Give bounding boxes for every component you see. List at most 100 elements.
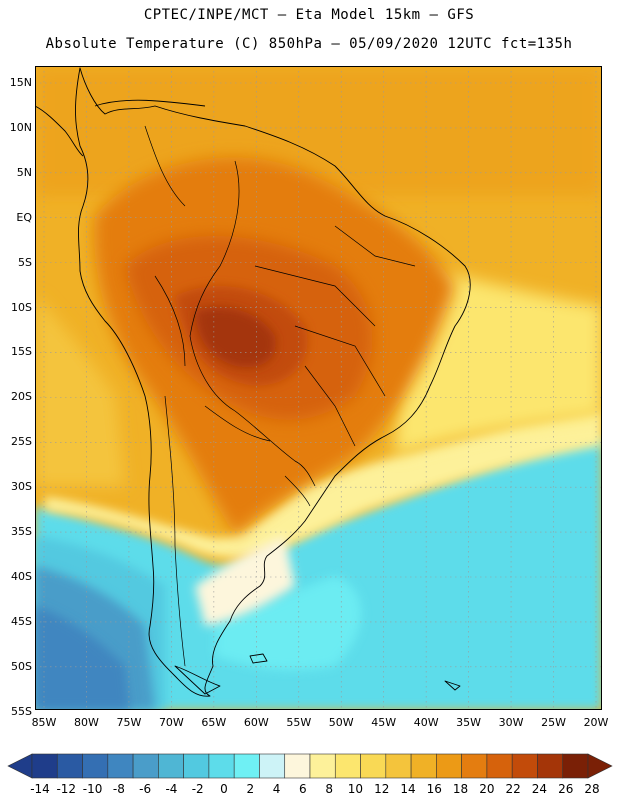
longitude-label: 50W [328, 716, 354, 729]
colorbar-label: 10 [347, 782, 364, 796]
colorbar-swatch [132, 753, 159, 779]
colorbar-swatch [334, 753, 361, 779]
border-brazil-states-2 [294, 325, 386, 397]
longitude-label: 75W [116, 716, 142, 729]
longitude-label: 60W [243, 716, 269, 729]
colorbar-label: -8 [112, 782, 125, 796]
latitude-label: 5S [18, 255, 32, 269]
colorbar-label: 20 [479, 782, 495, 796]
temperature-map [35, 66, 602, 710]
colorbar-swatch [511, 753, 538, 779]
temperature-field-cream [195, 536, 295, 626]
temperature-field-cyan [35, 436, 602, 710]
colorbar-swatch [410, 753, 437, 779]
colorbar-label: -10 [82, 782, 103, 796]
central-america-coastline [35, 105, 84, 157]
longitude-label: 35W [456, 716, 482, 729]
tierra-del-fuego [174, 665, 221, 695]
latitude-label: 25S [11, 435, 32, 449]
longitude-label: 45W [371, 716, 397, 729]
temperature-map-svg [35, 66, 602, 710]
colorbar-swatch [385, 753, 412, 779]
colorbar-label: 24 [531, 782, 548, 796]
colorbar-label: 28 [584, 782, 600, 796]
latitude-label: 20S [11, 390, 32, 404]
latitude-label: 5N [16, 165, 32, 179]
coastlines [35, 67, 471, 697]
border-brazil-states-4 [304, 365, 356, 447]
colorbar-swatch [107, 753, 134, 779]
latitude-label: 15S [11, 345, 32, 359]
country-borders [144, 125, 416, 667]
colorbar-swatch [360, 753, 387, 779]
latitude-label: 35S [11, 525, 32, 539]
colorbar-label: 14 [400, 782, 416, 796]
colorbar-min-arrow [7, 753, 33, 779]
colorbar-label: 16 [426, 782, 442, 796]
border-uruguay [284, 475, 311, 507]
latitude-label: 10S [11, 300, 32, 314]
longitude-label: 30W [498, 716, 524, 729]
border-brazil-states-3 [334, 225, 416, 267]
colorbar-label: -6 [139, 782, 152, 796]
colorbar-swatch [461, 753, 488, 779]
temperature-field-yellow-west [35, 296, 125, 486]
longitude-label: 25W [541, 716, 566, 729]
temperature-field-north [35, 66, 602, 196]
colorbar-swatch [537, 753, 564, 779]
border-chile-argentina [164, 395, 186, 667]
border-brazil-states-1 [254, 265, 376, 327]
border-brazil-south [234, 410, 316, 487]
latitude-label: 50S [11, 659, 32, 673]
temperature-field-light-cyan [215, 576, 362, 671]
latitude-label: 15N [9, 76, 32, 89]
colorbar-label: 18 [452, 782, 469, 796]
latitude-label: 45S [11, 614, 32, 628]
colorbar-swatch [208, 753, 235, 779]
latitude-label: EQ [16, 210, 32, 224]
south-america-coastline [75, 67, 471, 697]
colorbar-swatch [309, 753, 336, 779]
colorbar-swatch [436, 753, 462, 779]
longitude-label: 85W [31, 716, 57, 729]
falkland-islands [249, 653, 268, 664]
colorbar-label: -2 [191, 782, 204, 796]
latitude-label: 55S [11, 704, 32, 718]
chart-title-line-2: Absolute Temperature (C) 850hPa — 05/09/… [45, 36, 573, 52]
colorbar-label: 8 [325, 782, 333, 796]
border-venezuela-colombia [144, 125, 186, 207]
longitude-label: 55W [286, 716, 312, 729]
colorbar-label: 0 [220, 782, 228, 796]
colorbar-swatch [82, 753, 109, 779]
colorbar-label: -14 [30, 782, 50, 796]
temperature-field-pale [45, 411, 602, 558]
colorbar-swatch [284, 753, 311, 779]
colorbar-swatch [31, 753, 58, 779]
colorbar-swatch [183, 753, 210, 779]
colorbar-swatch [486, 753, 513, 779]
border-peru-bolivia [154, 275, 186, 367]
latitude-label: 40S [11, 570, 32, 583]
longitude-label: 20W [583, 716, 609, 729]
longitude-label: 80W [74, 716, 99, 729]
longitude-label: 40W [413, 716, 439, 729]
latitude-label: 30S [11, 480, 32, 494]
colorbar-label: 22 [505, 782, 521, 796]
map-frame [35, 66, 602, 710]
colorbar-label: -4 [165, 782, 178, 796]
chart-title-line-1: CPTEC/INPE/MCT — Eta Model 15km — GFS [143, 7, 475, 23]
colorbar-label: 12 [374, 782, 390, 796]
latitude-label: 10N [9, 120, 32, 134]
colorbar-label: 4 [272, 782, 281, 796]
south-georgia [444, 680, 461, 691]
colorbar-max-arrow [587, 753, 613, 779]
colorbar-label: 2 [246, 782, 255, 796]
temperature-field-blue [35, 606, 130, 710]
colorbar-swatch [56, 753, 83, 779]
longitude-label: 65W [201, 716, 227, 729]
border-brazil-west [189, 160, 240, 412]
colorbar-swatch [259, 753, 286, 779]
colorbar-label: 26 [558, 782, 574, 796]
border-argentina-paraguay [204, 405, 271, 442]
colorbar-label: -12 [56, 782, 77, 796]
